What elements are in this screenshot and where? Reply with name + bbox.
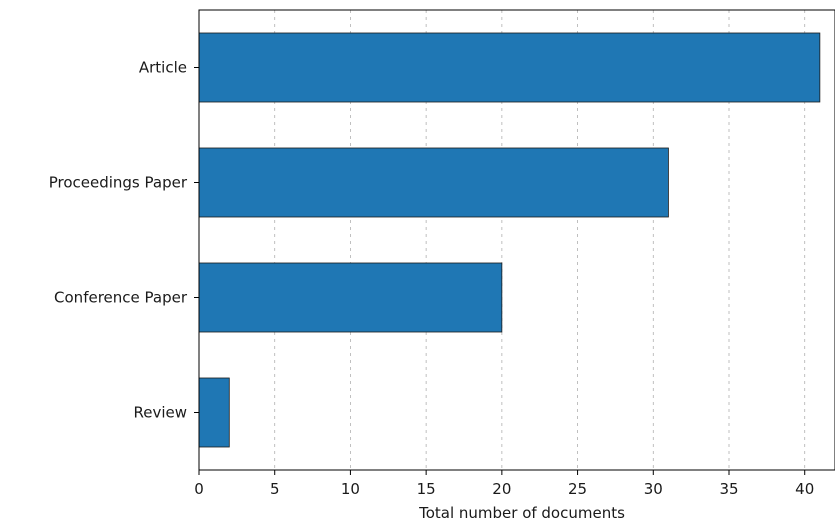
bar-conference-paper (198, 262, 503, 333)
x-tick-label: 0 (194, 480, 204, 498)
y-tick-label: Proceedings Paper (49, 174, 188, 192)
x-tick-label: 15 (417, 480, 436, 498)
plot-frame (198, 9, 835, 471)
x-tick-label: 25 (568, 480, 587, 498)
x-axis-ticks: 0 5 10 15 20 25 30 35 40 (194, 470, 814, 498)
x-tick-label: 10 (341, 480, 360, 498)
y-axis-ticks: Article Proceedings Paper Conference Paper… (49, 59, 199, 422)
bar-article (198, 32, 821, 103)
x-tick-label: 40 (795, 480, 814, 498)
x-tick-label: 5 (270, 480, 280, 498)
y-tick-label: Article (139, 59, 187, 77)
bars (198, 32, 821, 448)
x-tick-label: 30 (644, 480, 663, 498)
bar-review (198, 377, 230, 448)
bar-proceedings-paper (198, 147, 669, 218)
x-tick-label: 20 (492, 480, 511, 498)
x-tick-label: 35 (719, 480, 738, 498)
y-tick-label: Review (133, 404, 187, 422)
x-axis-title: Total number of documents (418, 504, 625, 522)
y-tick-label: Conference Paper (54, 289, 188, 307)
